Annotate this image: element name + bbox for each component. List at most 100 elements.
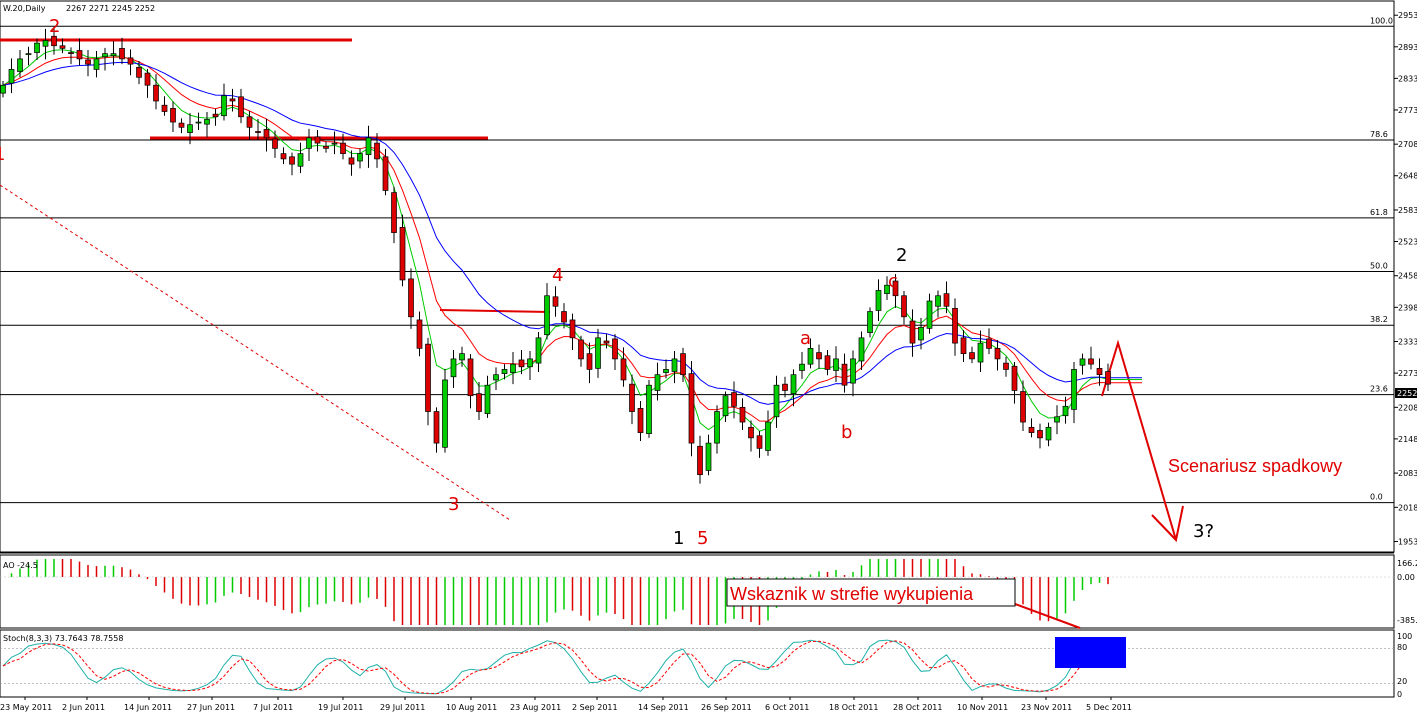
moving-averages <box>2 49 1142 432</box>
candle-body <box>212 113 219 118</box>
candle-body <box>467 358 474 397</box>
chart-symbol: W.20,Daily <box>3 4 46 13</box>
candle-body <box>25 53 32 55</box>
candle-body <box>977 342 984 363</box>
candle-body <box>144 72 151 86</box>
ao-tick: 166.2 <box>1397 559 1417 568</box>
fib-label: 78.6 <box>1370 130 1388 139</box>
stoch-signal-line <box>2 640 1109 695</box>
time-tick-label: 18 Oct 2011 <box>829 703 878 712</box>
candle-body <box>1071 369 1077 410</box>
candle-body <box>909 320 916 344</box>
price-tick-label: 2953 <box>1398 11 1417 20</box>
time-tick-label: 10 Aug 2011 <box>446 703 497 712</box>
time-tick-label: 26 Sep 2011 <box>701 703 752 712</box>
candle-body <box>382 156 389 191</box>
candle-body <box>901 295 907 318</box>
fib-label: 50.0 <box>1370 262 1388 271</box>
candle-body <box>1028 426 1035 433</box>
candle-body <box>306 137 312 149</box>
candle-body <box>535 337 542 364</box>
candle-body <box>161 104 168 112</box>
candle-body <box>501 369 508 374</box>
candle-body <box>93 58 100 70</box>
candle-body <box>476 393 482 412</box>
wave4-line <box>439 309 551 313</box>
stoch-title: Stoch(8,3,3) 73.7643 78.7558 <box>3 634 123 643</box>
candle-body <box>1054 416 1060 423</box>
time-tick-label: 23 Nov 2011 <box>1021 703 1072 712</box>
price-tick-label: 1953 <box>1398 538 1417 547</box>
time-tick-label: 28 Oct 2011 <box>893 703 942 712</box>
time-tick-label: 10 Nov 2011 <box>957 703 1008 712</box>
price-tick-label: 2018 <box>1398 503 1417 512</box>
candle-body <box>289 156 295 165</box>
stoch-panel-frame <box>0 629 1395 698</box>
candle-body <box>595 337 601 369</box>
candle-body <box>705 442 712 471</box>
candle-body <box>459 353 465 361</box>
wave-label: 4 <box>552 265 563 286</box>
fib-levels: 100.0 78.6 61.8 50.0 38.2 23.6 0.0 <box>0 16 1394 504</box>
wave-label: 1 <box>673 528 684 549</box>
candle-body <box>17 58 23 72</box>
price-tick-label: 2893 <box>1398 43 1417 52</box>
price-tick-label: 2333 <box>1398 338 1417 347</box>
wave-labels: 2143abc2153? <box>0 16 1214 549</box>
candle-body <box>195 121 202 124</box>
candle-body <box>391 192 397 233</box>
candle-body <box>314 136 321 144</box>
candle-body <box>561 311 567 323</box>
candle-body <box>578 339 584 360</box>
current-price-label: 2252 <box>1397 389 1417 398</box>
candle-body <box>1062 405 1069 417</box>
candle-body <box>357 153 363 162</box>
candle-body <box>629 383 635 412</box>
price-tick-label: 2083 <box>1398 469 1417 478</box>
candle-body <box>85 59 91 65</box>
candle-body <box>102 53 108 58</box>
candle-body <box>493 374 499 381</box>
time-tick-label: 2 Sep 2011 <box>572 703 618 712</box>
candle-body <box>246 116 253 128</box>
candle-body <box>748 426 754 439</box>
candle-body <box>187 124 193 133</box>
candle-body <box>1079 358 1086 366</box>
ma-fast-line <box>2 49 1142 432</box>
candle-body <box>569 319 576 339</box>
stoch-tick: 100 <box>1397 632 1412 641</box>
candle-body <box>110 53 117 57</box>
candle-body <box>1105 371 1111 385</box>
candle-body <box>807 348 814 365</box>
candle-body <box>867 311 873 333</box>
fib-label: 61.8 <box>1370 208 1388 217</box>
candle-body <box>875 290 882 311</box>
candle-body <box>722 395 729 417</box>
candle-body <box>340 142 346 154</box>
main-panel-frame <box>0 0 1395 553</box>
candle-body <box>178 122 185 128</box>
candle-body <box>586 353 593 370</box>
candle-body <box>918 326 924 341</box>
candle-body <box>756 435 763 449</box>
candle-body <box>272 138 278 149</box>
ao-title: AO -24.5 <box>3 561 38 570</box>
time-tick-label: 19 Jul 2011 <box>318 703 363 712</box>
current-price-tag <box>1395 388 1417 398</box>
candle-body <box>229 98 236 102</box>
candle-body <box>960 337 967 354</box>
candle-body <box>552 296 559 307</box>
candle-body <box>765 421 771 451</box>
ao-note-pointer <box>1014 603 1081 629</box>
candle-body <box>986 338 992 349</box>
candle-body <box>646 384 652 434</box>
candle-body <box>952 308 958 344</box>
candle-body <box>51 35 57 47</box>
candle-body <box>773 384 780 418</box>
candle-body <box>833 358 839 371</box>
price-tick-label: 2398 <box>1398 303 1417 312</box>
price-tick-label: 2208 <box>1398 403 1417 412</box>
candle-body <box>663 369 669 373</box>
wave-label: 3 <box>448 494 459 515</box>
